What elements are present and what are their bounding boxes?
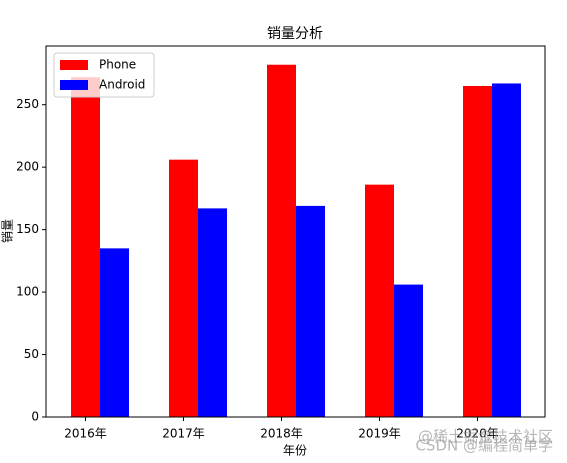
- chart-title: 销量分析: [267, 26, 323, 42]
- legend-swatch: [60, 60, 88, 70]
- bar: [267, 64, 296, 418]
- x-axis-label: 年份: [283, 444, 307, 458]
- axes-frame: [45, 45, 546, 418]
- bar: [71, 77, 100, 418]
- bar: [198, 208, 227, 417]
- y-tick-label: 200: [16, 160, 39, 174]
- legend-label: Android: [99, 78, 145, 92]
- y-tick-label: 100: [16, 285, 39, 299]
- legend-swatch: [60, 80, 88, 90]
- x-tick-label: 2018年: [260, 427, 303, 441]
- y-tick-label: 0: [31, 410, 39, 424]
- bar: [169, 159, 198, 417]
- bar: [492, 83, 521, 418]
- legend-label: Phone: [99, 58, 136, 72]
- y-tick-label: 250: [16, 97, 39, 111]
- x-tick-label: 2019年: [358, 427, 401, 441]
- x-tick-label: 2017年: [162, 427, 205, 441]
- watermark: CSDN @编程简单学: [415, 437, 553, 455]
- y-axis-label: 销量: [1, 219, 15, 243]
- watermark: @稀土掘金技术社区: [418, 428, 553, 446]
- y-tick-label: 150: [16, 222, 39, 236]
- x-tick-label: 2020年: [456, 427, 499, 441]
- x-tick-label: 2016年: [64, 427, 107, 441]
- bar: [296, 205, 325, 417]
- bar: [365, 184, 394, 417]
- bar: [100, 248, 129, 417]
- y-tick-label: 50: [24, 347, 39, 361]
- bar: [394, 284, 423, 417]
- bar: [463, 85, 492, 418]
